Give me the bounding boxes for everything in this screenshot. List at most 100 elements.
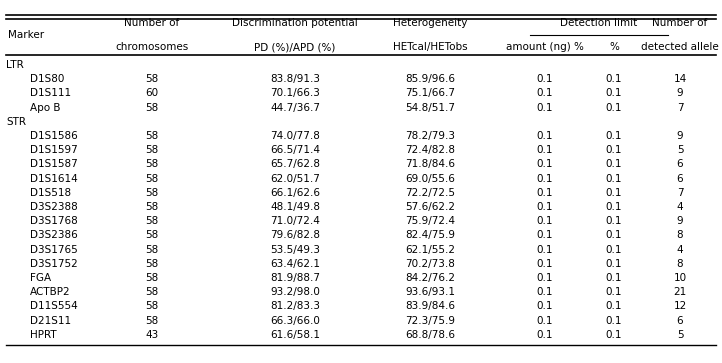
Text: D1S1586: D1S1586 (30, 131, 78, 141)
Text: 58: 58 (145, 103, 159, 113)
Text: 0.1: 0.1 (536, 330, 553, 340)
Text: 4: 4 (677, 202, 683, 212)
Text: 58: 58 (145, 315, 159, 326)
Text: 62.0/51.7: 62.0/51.7 (270, 174, 320, 184)
Text: 0.1: 0.1 (606, 287, 622, 297)
Text: D1S1597: D1S1597 (30, 145, 78, 155)
Text: 81.9/88.7: 81.9/88.7 (270, 273, 320, 283)
Text: D1S518: D1S518 (30, 188, 71, 198)
Text: 43: 43 (145, 330, 159, 340)
Text: 72.4/82.8: 72.4/82.8 (405, 145, 455, 155)
Text: Discrimination potential: Discrimination potential (232, 18, 358, 28)
Text: 58: 58 (145, 202, 159, 212)
Text: 21: 21 (674, 287, 687, 297)
Text: HETcal/HETobs: HETcal/HETobs (393, 42, 467, 52)
Text: 62.1/55.2: 62.1/55.2 (405, 245, 455, 254)
Text: 0.1: 0.1 (536, 145, 553, 155)
Text: 9: 9 (677, 131, 683, 141)
Text: Apo B: Apo B (30, 103, 61, 113)
Text: 0.1: 0.1 (606, 159, 622, 170)
Text: 10: 10 (674, 273, 687, 283)
Text: 0.1: 0.1 (536, 216, 553, 226)
Text: 0.1: 0.1 (606, 74, 622, 84)
Text: 58: 58 (145, 273, 159, 283)
Text: D11S554: D11S554 (30, 301, 78, 311)
Text: LTR: LTR (6, 60, 24, 70)
Text: %: % (609, 42, 619, 52)
Text: 0.1: 0.1 (606, 301, 622, 311)
Text: Number of: Number of (124, 18, 180, 28)
Text: 58: 58 (145, 245, 159, 254)
Text: 72.2/72.5: 72.2/72.5 (405, 188, 455, 198)
Text: 70.2/73.8: 70.2/73.8 (405, 259, 455, 269)
Text: 60: 60 (145, 89, 159, 98)
Text: 93.2/98.0: 93.2/98.0 (270, 287, 320, 297)
Text: 58: 58 (145, 301, 159, 311)
Text: Number of: Number of (653, 18, 708, 28)
Text: 4: 4 (677, 245, 683, 254)
Text: 85.9/96.6: 85.9/96.6 (405, 74, 455, 84)
Text: D3S2386: D3S2386 (30, 231, 78, 240)
Text: 0.1: 0.1 (536, 188, 553, 198)
Text: 61.6/58.1: 61.6/58.1 (270, 330, 320, 340)
Text: 0.1: 0.1 (606, 216, 622, 226)
Text: 0.1: 0.1 (536, 287, 553, 297)
Text: D1S1587: D1S1587 (30, 159, 78, 170)
Text: FGA: FGA (30, 273, 51, 283)
Text: 6: 6 (677, 174, 683, 184)
Text: 58: 58 (145, 174, 159, 184)
Text: 93.6/93.1: 93.6/93.1 (405, 287, 455, 297)
Text: 53.5/49.3: 53.5/49.3 (270, 245, 320, 254)
Text: 0.1: 0.1 (606, 131, 622, 141)
Text: D3S1765: D3S1765 (30, 245, 78, 254)
Text: 8: 8 (677, 231, 683, 240)
Text: PD (%)/APD (%): PD (%)/APD (%) (254, 42, 336, 52)
Text: amount (ng) %: amount (ng) % (506, 42, 584, 52)
Text: 0.1: 0.1 (606, 89, 622, 98)
Text: 69.0/55.6: 69.0/55.6 (405, 174, 455, 184)
Text: 82.4/75.9: 82.4/75.9 (405, 231, 455, 240)
Text: 14: 14 (674, 74, 687, 84)
Text: 66.3/66.0: 66.3/66.0 (270, 315, 320, 326)
Text: 70.1/66.3: 70.1/66.3 (270, 89, 320, 98)
Text: HPRT: HPRT (30, 330, 56, 340)
Text: D1S111: D1S111 (30, 89, 71, 98)
Text: Heterogeneity: Heterogeneity (393, 18, 467, 28)
Text: 71.0/72.4: 71.0/72.4 (270, 216, 320, 226)
Text: 0.1: 0.1 (606, 174, 622, 184)
Text: 0.1: 0.1 (536, 74, 553, 84)
Text: 0.1: 0.1 (536, 245, 553, 254)
Text: 0.1: 0.1 (536, 89, 553, 98)
Text: 0.1: 0.1 (536, 301, 553, 311)
Text: Detection limit: Detection limit (560, 18, 638, 28)
Text: 63.4/62.1: 63.4/62.1 (270, 259, 320, 269)
Text: 66.1/62.6: 66.1/62.6 (270, 188, 320, 198)
Text: 58: 58 (145, 231, 159, 240)
Text: 0.1: 0.1 (606, 330, 622, 340)
Text: 0.1: 0.1 (536, 273, 553, 283)
Text: 57.6/62.2: 57.6/62.2 (405, 202, 455, 212)
Text: D1S80: D1S80 (30, 74, 64, 84)
Text: 58: 58 (145, 131, 159, 141)
Text: 0.1: 0.1 (606, 188, 622, 198)
Text: 0.1: 0.1 (606, 103, 622, 113)
Text: 5: 5 (677, 330, 683, 340)
Text: detected allele: detected allele (641, 42, 719, 52)
Text: D21S11: D21S11 (30, 315, 71, 326)
Text: 81.2/83.3: 81.2/83.3 (270, 301, 320, 311)
Text: D3S1752: D3S1752 (30, 259, 78, 269)
Text: 9: 9 (677, 216, 683, 226)
Text: 71.8/84.6: 71.8/84.6 (405, 159, 455, 170)
Text: 66.5/71.4: 66.5/71.4 (270, 145, 320, 155)
Text: 9: 9 (677, 89, 683, 98)
Text: 0.1: 0.1 (536, 131, 553, 141)
Text: 7: 7 (677, 188, 683, 198)
Text: 68.8/78.6: 68.8/78.6 (405, 330, 455, 340)
Text: 78.2/79.3: 78.2/79.3 (405, 131, 455, 141)
Text: 84.2/76.2: 84.2/76.2 (405, 273, 455, 283)
Text: 0.1: 0.1 (536, 159, 553, 170)
Text: 0.1: 0.1 (536, 231, 553, 240)
Text: 58: 58 (145, 145, 159, 155)
Text: 8: 8 (677, 259, 683, 269)
Text: 83.8/91.3: 83.8/91.3 (270, 74, 320, 84)
